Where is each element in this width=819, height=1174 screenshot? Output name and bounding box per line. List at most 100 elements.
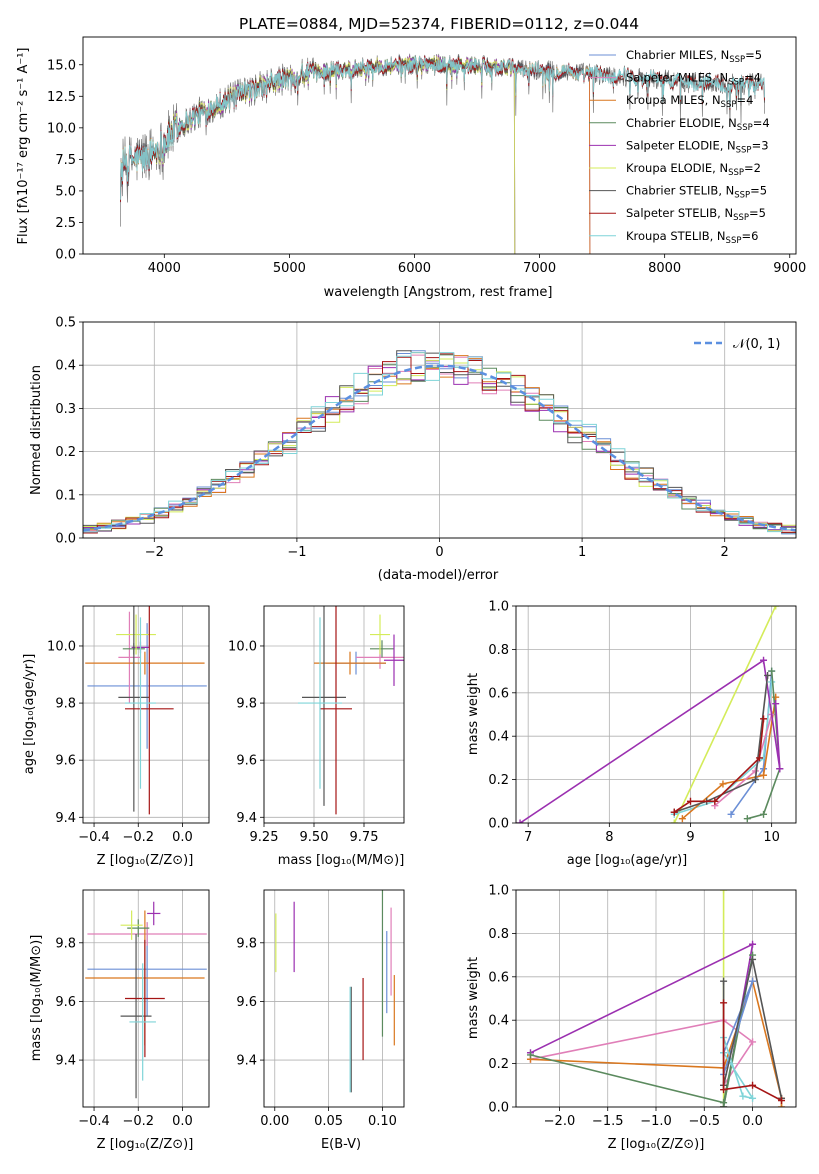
x-tick-label: 1 bbox=[578, 545, 586, 560]
legend-entry: 𝒩(0, 1) bbox=[733, 337, 780, 352]
plot-area bbox=[275, 890, 395, 1093]
y-tick-label: 0.0 bbox=[55, 532, 76, 547]
legend-entry: Chabrier ELODIE, NSSP=4 bbox=[626, 116, 770, 133]
y-tick-label: 5.0 bbox=[55, 184, 76, 199]
mass-weight-marker bbox=[670, 819, 678, 823]
y-tick-label: 10.0 bbox=[47, 639, 76, 654]
y-tick-label: 15.0 bbox=[47, 58, 76, 73]
x-tick-label: 6000 bbox=[398, 261, 431, 276]
mass-weight-marker bbox=[749, 940, 757, 948]
y-axis-label: mass weight bbox=[466, 673, 481, 755]
x-tick-label: 0.10 bbox=[368, 1114, 397, 1129]
mass-weight-marker bbox=[720, 1086, 728, 1094]
x-tick-label: −0.5 bbox=[688, 1114, 720, 1129]
y-tick-label: 9.4 bbox=[236, 811, 257, 826]
x-tick-label: −1.5 bbox=[592, 1114, 624, 1129]
x-tick-label: 2 bbox=[721, 545, 729, 560]
mass-weight-marker bbox=[749, 1081, 757, 1089]
axes-frame bbox=[82, 605, 210, 824]
x-tick-label: 0.05 bbox=[314, 1114, 343, 1129]
errorbar-point bbox=[314, 651, 386, 675]
y-tick-label: 0.6 bbox=[488, 970, 509, 985]
y-tick-label: 0.5 bbox=[55, 316, 76, 331]
y-tick-label: 0.0 bbox=[488, 1101, 509, 1116]
y-tick-label: 9.8 bbox=[55, 936, 76, 951]
y-tick-label: 2.5 bbox=[55, 216, 76, 231]
mass-weight-marker bbox=[686, 797, 694, 805]
mass-vs-metallicity-plot: −0.4 −0.2 0.0 9.4 9.6 9.8 Z [log₁₀(Z/Z⊙)] mass … bbox=[29, 889, 210, 1152]
y-axis-label: Flux [fλ10⁻¹⁷ erg cm⁻² s⁻¹ A⁻¹] bbox=[16, 48, 31, 245]
mass-weight-vs-age-plot: 7 8 9 10 0.0 0.2 0.4 0.6 0.8 1.0 age [log₁₀(age/yr… bbox=[466, 600, 797, 868]
figure-title: PLATE=0884, MJD=52374, FIBERID=0112, z=0… bbox=[239, 15, 639, 33]
y-tick-label: 0.2 bbox=[488, 1057, 509, 1072]
mass-weight-marker bbox=[749, 955, 757, 963]
age-vs-mass-plot: 9.25 9.50 9.75 9.4 9.6 9.8 10.0 mass [log₁₀(M/M… bbox=[228, 605, 405, 868]
mass-weight-marker bbox=[670, 808, 678, 816]
mass-weight-line bbox=[673, 606, 777, 823]
errorbar-point bbox=[147, 901, 161, 926]
axes: −0.4 −0.2 0.0 9.4 9.6 9.8 10.0 Z [log₁₀(Z/Z⊙)] a… bbox=[22, 605, 210, 868]
errorbar-point bbox=[87, 922, 207, 946]
mass-weight-vs-metallicity-plot: −2.0 −1.5 −1.0 −0.5 0.0 0.0 0.2 0.4 0.6 0.8 1.0 Z [… bbox=[466, 884, 797, 1152]
legend-entry: Salpeter STELIB, NSSP=5 bbox=[626, 206, 766, 223]
errorbar-point bbox=[85, 651, 205, 675]
y-tick-label: 12.5 bbox=[47, 90, 76, 105]
y-tick-label: 0.3 bbox=[55, 402, 76, 417]
legend-entry: Chabrier MILES, NSSP=5 bbox=[626, 48, 762, 65]
mass-weight-marker bbox=[772, 606, 780, 610]
y-tick-label: 9.8 bbox=[236, 697, 257, 712]
errorbar-point bbox=[129, 963, 156, 1081]
mass-weight-marker bbox=[719, 780, 727, 788]
mass-weight-marker bbox=[755, 754, 763, 762]
legend-entry: Kroupa ELODIE, NSSP=2 bbox=[626, 161, 761, 178]
y-axis-label: mass weight bbox=[466, 957, 481, 1039]
x-tick-label: −0.4 bbox=[78, 1114, 110, 1129]
axes-frame bbox=[82, 321, 797, 539]
mass-weight-line bbox=[722, 1037, 755, 1100]
axes-frame bbox=[82, 36, 797, 255]
axes: 4000 5000 6000 7000 8000 9000 0.0 2.5 5.0 7.5 10.0… bbox=[16, 36, 806, 300]
errorbar-point bbox=[120, 910, 143, 940]
mass-weight-marker bbox=[751, 776, 759, 784]
grid bbox=[83, 606, 209, 823]
mass-weight-marker bbox=[749, 1038, 757, 1046]
y-tick-label: 9.4 bbox=[55, 1054, 76, 1069]
x-tick-label: 0.0 bbox=[172, 830, 193, 845]
axes: 7 8 9 10 0.0 0.2 0.4 0.6 0.8 1.0 age [log₁₀(age/yr… bbox=[466, 600, 797, 868]
x-tick-label: −0.2 bbox=[122, 830, 154, 845]
errorbar-point bbox=[302, 606, 346, 806]
mass-weight-marker bbox=[760, 771, 768, 779]
axes: −2.0 −1.5 −1.0 −0.5 0.0 0.0 0.2 0.4 0.6 0.8 1.0 Z [… bbox=[466, 884, 797, 1152]
x-tick-label: 0.0 bbox=[172, 1114, 193, 1129]
legend-entry: Salpeter MILES, NSSP=4 bbox=[626, 71, 761, 88]
y-tick-label: 9.4 bbox=[55, 811, 76, 826]
x-tick-label: 0 bbox=[435, 545, 443, 560]
x-tick-label: −2 bbox=[145, 545, 164, 560]
mass-weight-marker bbox=[772, 700, 780, 708]
x-tick-label: 9000 bbox=[773, 261, 806, 276]
gaussian-reference-curve bbox=[83, 364, 796, 532]
mass-weight-marker bbox=[720, 999, 728, 1007]
x-tick-label: −1 bbox=[287, 545, 306, 560]
mass-weight-marker bbox=[678, 815, 686, 823]
errorbar-point bbox=[120, 933, 152, 1099]
errorbar-point bbox=[298, 617, 342, 789]
x-tick-label: −0.2 bbox=[122, 1114, 154, 1129]
axes-frame bbox=[263, 889, 405, 1108]
plot-area bbox=[83, 350, 796, 535]
mass-weight-marker bbox=[749, 1094, 757, 1102]
legend-entry: Chabrier STELIB, NSSP=5 bbox=[626, 184, 767, 201]
x-axis-label: Z [log₁₀(Z/Z⊙)] bbox=[608, 1137, 705, 1152]
mass-weight-marker bbox=[727, 810, 735, 818]
y-tick-label: 0.4 bbox=[488, 730, 509, 745]
mass-weight-marker bbox=[778, 1103, 786, 1107]
y-tick-label: 0.6 bbox=[488, 686, 509, 701]
x-tick-label: 0.0 bbox=[742, 1114, 763, 1129]
mass-weight-marker bbox=[778, 1096, 786, 1104]
mass-weight-marker bbox=[739, 1092, 747, 1100]
errorbar-point bbox=[125, 939, 165, 1058]
x-tick-label: 9.75 bbox=[350, 830, 379, 845]
plot-area bbox=[85, 606, 207, 815]
axes-frame bbox=[82, 889, 210, 1108]
legend: 𝒩(0, 1) bbox=[694, 337, 780, 352]
